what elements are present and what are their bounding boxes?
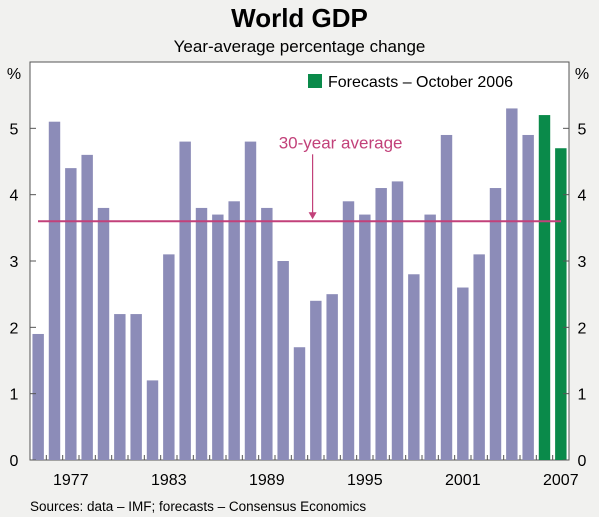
y-tick-label-left: 5 (10, 121, 19, 138)
bars-group (32, 108, 567, 461)
bar-1998 (408, 274, 420, 460)
bar-2001 (457, 287, 469, 460)
bar-1980 (114, 314, 126, 460)
x-tick-label-2001: 2001 (445, 472, 481, 489)
x-tick-label-1989: 1989 (249, 472, 285, 489)
bar-1979 (97, 207, 110, 460)
bar-1989 (261, 207, 273, 460)
bar-1982 (146, 380, 159, 460)
x-axis: 1977 1983 1989 1995 2001 2007 (45, 455, 579, 489)
y-tick-label-left: 4 (10, 188, 19, 205)
bar-1981 (130, 314, 142, 460)
bar-1975 (32, 333, 44, 460)
bar-1987 (228, 201, 240, 461)
bar-1992 (310, 300, 322, 460)
bar-1999 (424, 214, 436, 460)
bar-1997 (391, 181, 404, 460)
x-tick-label-2007: 2007 (543, 472, 579, 489)
bar-1990 (277, 261, 289, 460)
bar-1978 (81, 154, 93, 460)
bar-2002 (473, 254, 485, 460)
bar-1988 (244, 141, 257, 460)
chart-subtitle: Year-average percentage change (174, 37, 426, 56)
x-tick-label-1983: 1983 (151, 472, 187, 489)
y-tick-label-right: 3 (578, 254, 587, 271)
legend-swatch-forecasts (308, 74, 322, 88)
y-tick-label-left: 0 (10, 453, 19, 470)
bar-1994 (342, 201, 355, 461)
y-tick-label-right: 2 (578, 320, 587, 337)
bar-2005 (522, 134, 534, 460)
legend-label-forecasts: Forecasts – October 2006 (328, 74, 513, 91)
bar-1976 (48, 121, 61, 460)
average-arrow (308, 154, 317, 220)
x-tick-label-1977: 1977 (53, 472, 89, 489)
bar-1984 (179, 141, 191, 460)
y-tick-label-right: 1 (578, 387, 587, 404)
bar-1991 (293, 347, 306, 460)
bar-1985 (195, 207, 208, 460)
y-tick-label-left: 2 (10, 320, 19, 337)
average-line-label: 30-year average (279, 133, 403, 152)
forecast-bar-2007 (555, 148, 567, 461)
bar-1993 (326, 294, 338, 460)
bar-1995 (359, 214, 371, 460)
bar-2000 (440, 134, 453, 460)
bar-1983 (163, 254, 175, 460)
y-tick-label-left: 3 (10, 254, 19, 271)
y-tick-label-right: 5 (578, 121, 587, 138)
y-axis-unit-right: % (575, 66, 589, 83)
bar-2003 (489, 188, 502, 460)
bar-1986 (212, 214, 224, 460)
y-tick-label-right: 4 (578, 188, 587, 205)
source-note: Sources: data – IMF; forecasts – Consens… (30, 499, 366, 514)
y-tick-label-left: 1 (10, 387, 19, 404)
forecast-bar-2006 (538, 115, 551, 460)
chart-title: World GDP (231, 3, 368, 33)
y-axis-unit-left: % (7, 66, 21, 83)
bar-1977 (65, 168, 77, 460)
x-tick-label-1995: 1995 (347, 472, 383, 489)
bar-2004 (506, 108, 518, 461)
y-axis: 0 0 1 1 2 2 3 3 4 4 5 5 (10, 121, 587, 470)
bar-1996 (375, 188, 387, 460)
y-tick-label-right: 0 (578, 453, 587, 470)
